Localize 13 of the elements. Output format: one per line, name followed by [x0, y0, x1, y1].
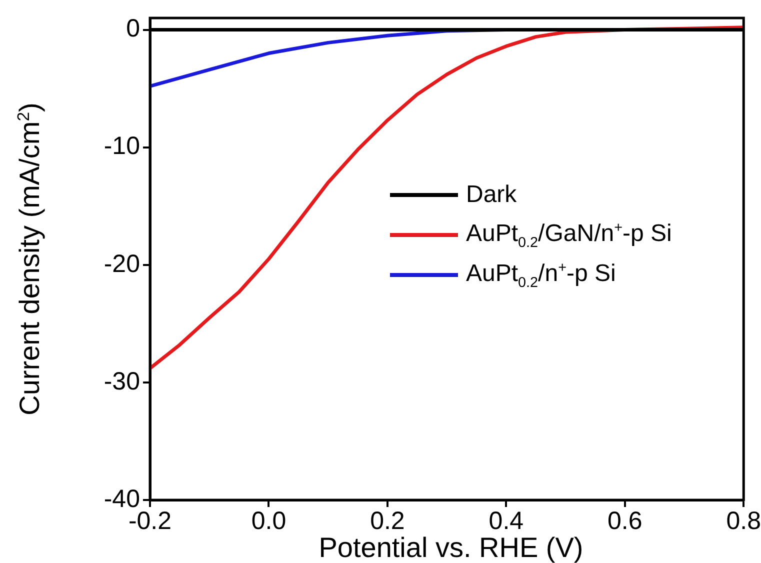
y-tick-label: -20: [104, 250, 140, 278]
legend-label: Dark: [466, 181, 517, 209]
x-tick-label: 0.0: [251, 506, 286, 535]
y-tick-label: -10: [104, 132, 140, 160]
y-tick-label: 0: [126, 14, 140, 43]
x-tick-label: 0.4: [488, 506, 524, 535]
legend-label: AuPt$_{0.2}$/GaN/n$^{+}$-p Si: [466, 220, 672, 250]
x-tick-label: 0.8: [726, 506, 761, 535]
y-tick-label: -30: [104, 367, 140, 396]
x-tick-label: 0.6: [608, 506, 642, 535]
legend-label: AuPt$_{0.2}$/n$^{+}$-p Si: [466, 260, 616, 290]
x-axis-title: Potential vs. RHE (V): [318, 532, 584, 563]
x-tick-label: 0.2: [370, 506, 405, 535]
